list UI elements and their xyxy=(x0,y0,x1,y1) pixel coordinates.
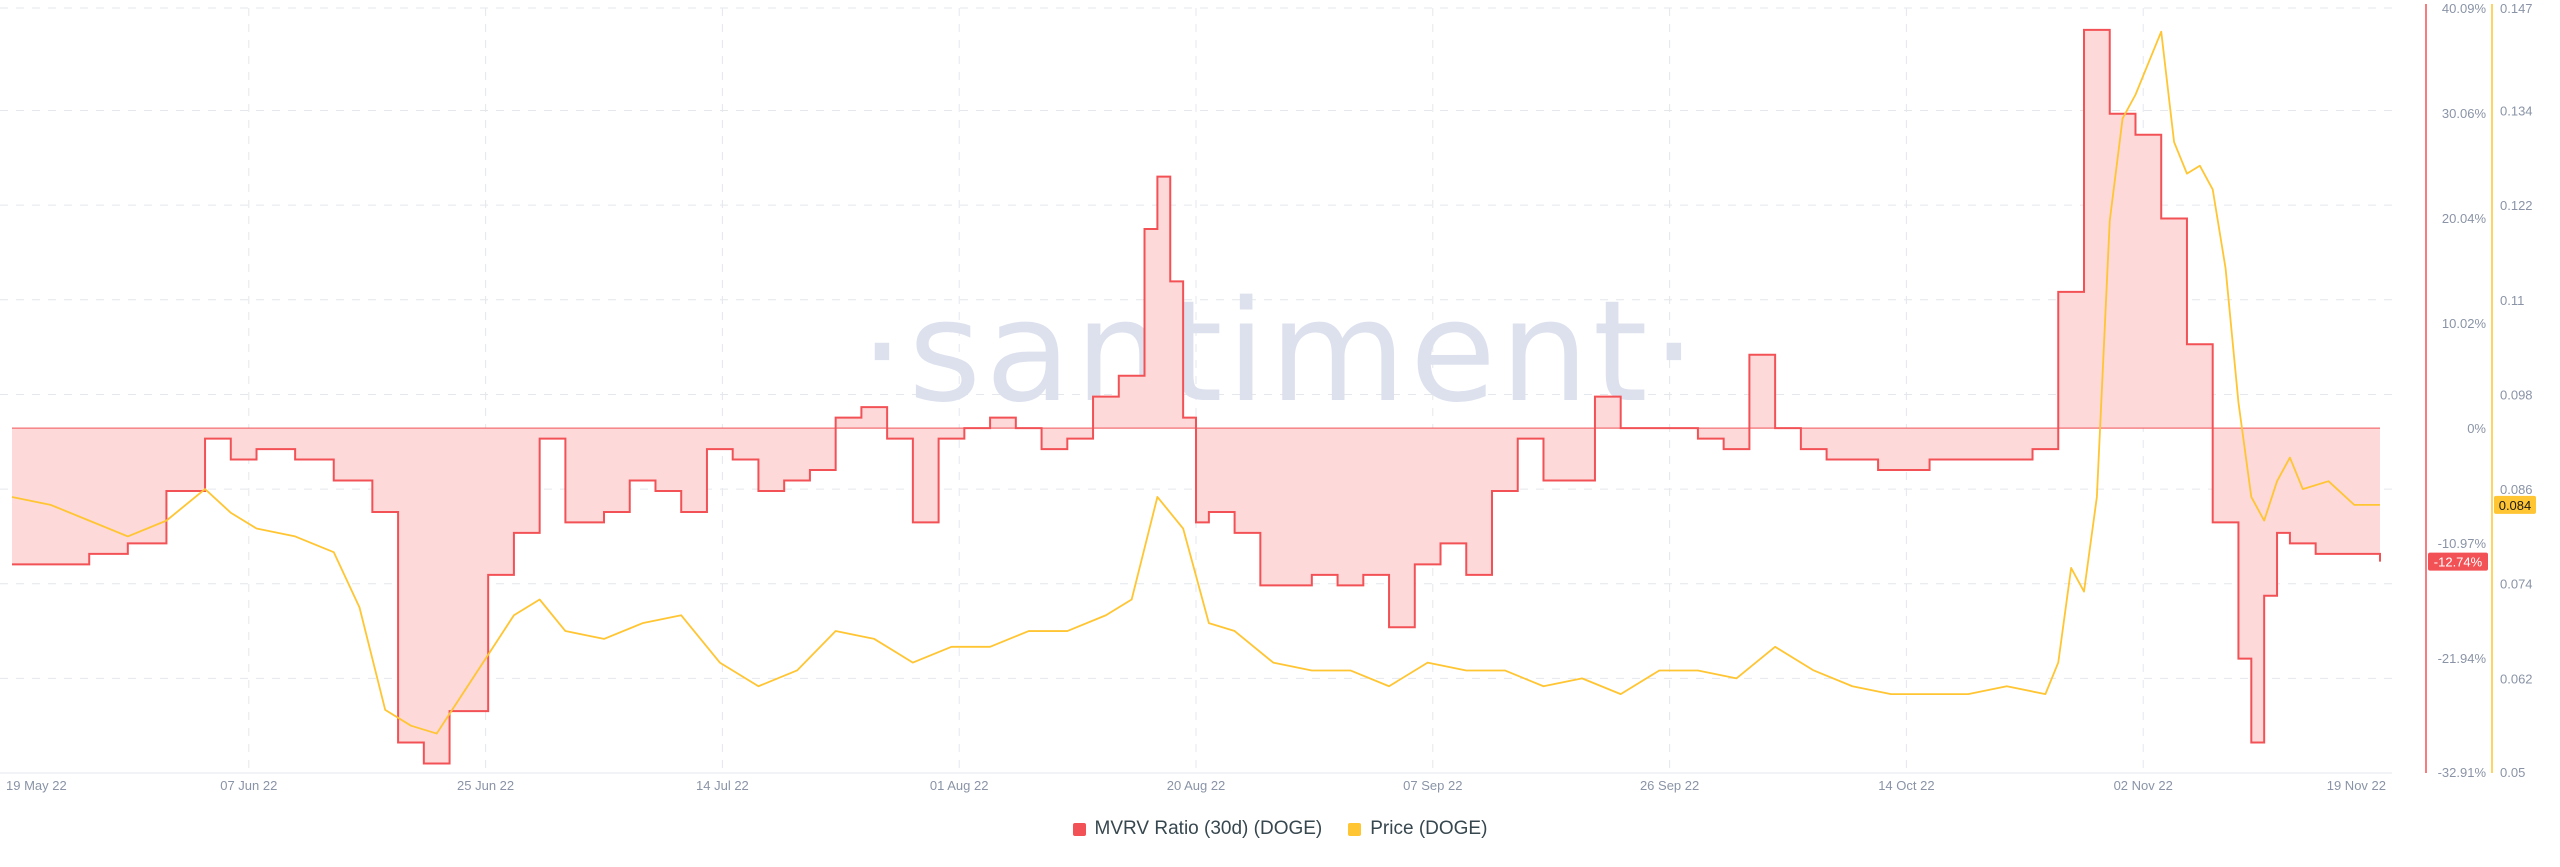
mvrv-tick-label: 0% xyxy=(2467,421,2486,436)
price-tick-label: 0.098 xyxy=(2500,387,2533,402)
x-tick-label: 01 Aug 22 xyxy=(930,778,989,793)
mvrv-tick-label: 30.06% xyxy=(2442,106,2487,121)
legend-label-mvrv: MVRV Ratio (30d) (DOGE) xyxy=(1094,818,1323,839)
mvrv-tick-label: -10.97% xyxy=(2438,536,2487,551)
x-tick-label: 19 Nov 22 xyxy=(2327,778,2386,793)
legend-label-price: Price (DOGE) xyxy=(1370,818,1488,839)
price-series xyxy=(11,30,2380,735)
price-tick-label: 0.11 xyxy=(2500,293,2524,308)
x-tick-label: 07 Sep 22 xyxy=(1403,778,1462,793)
santiment-watermark: ·santiment· xyxy=(860,271,1700,434)
legend-swatch-mvrv xyxy=(1072,822,1086,836)
mvrv-current-value: -12.74% xyxy=(2434,555,2483,570)
price-tick-label: 0.134 xyxy=(2500,104,2533,119)
price-tick-label: 0.086 xyxy=(2500,482,2533,497)
legend-item-mvrv[interactable]: MVRV Ratio (30d) (DOGE) xyxy=(1072,818,1323,840)
x-tick-label: 26 Sep 22 xyxy=(1640,778,1699,793)
legend-swatch-price xyxy=(1348,822,1362,836)
mvrv-series xyxy=(12,28,2381,765)
price-current-value: 0.084 xyxy=(2499,498,2532,513)
mvrv-tick-label: 10.02% xyxy=(2442,316,2487,331)
left-axis: 40.09% 30.06% 20.04% 10.02% 0% -10.97% -21.94%… xyxy=(2425,1,2488,780)
x-tick-label: 14 Jul 22 xyxy=(696,778,749,793)
x-tick-label: 07 Jun 22 xyxy=(220,778,277,793)
mvrv-current-badge xyxy=(2428,552,2488,571)
legend-item-price[interactable]: Price (DOGE) xyxy=(1348,818,1487,840)
x-tick-label: 14 Oct 22 xyxy=(1878,778,1934,793)
x-tick-label: 25 Jun 22 xyxy=(457,778,514,793)
price-current-badge xyxy=(2494,495,2536,514)
price-tick-label: 0.074 xyxy=(2500,577,2533,592)
mvrv-tick-label: 40.09% xyxy=(2442,1,2487,16)
price-tick-label: 0.05 xyxy=(2500,765,2525,780)
mvrv-tick-label: -32.91% xyxy=(2438,765,2487,780)
grid-lines xyxy=(0,7,2392,774)
mvrv-line xyxy=(12,28,2381,765)
price-line xyxy=(11,30,2380,735)
price-tick-label: 0.062 xyxy=(2500,671,2533,686)
x-tick-label: 20 Aug 22 xyxy=(1167,778,1226,793)
legend: MVRV Ratio (30d) (DOGE) Price (DOGE) xyxy=(0,818,2560,840)
mvrv-tick-label: 20.04% xyxy=(2442,211,2487,226)
price-tick-label: 0.122 xyxy=(2500,198,2533,213)
price-tick-label: 0.147 xyxy=(2500,1,2533,16)
right-axis: 0.147 0.134 0.122 0.11 0.098 0.086 0.074 0.062 0… xyxy=(2491,1,2536,780)
x-tick-label: 02 Nov 22 xyxy=(2114,778,2173,793)
x-tick-label: 19 May 22 xyxy=(6,778,67,793)
mvrv-tick-label: -21.94% xyxy=(2438,651,2487,666)
x-axis: 19 May 22 07 Jun 22 25 Jun 22 14 Jul 22 01 A… xyxy=(6,778,2386,793)
